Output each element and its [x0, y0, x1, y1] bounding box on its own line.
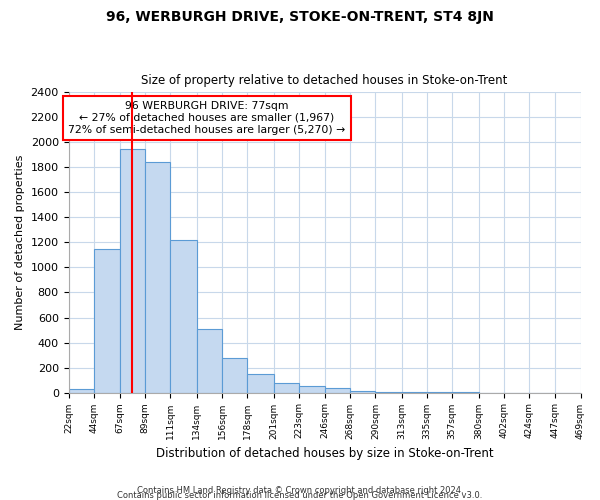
Bar: [274, 382, 299, 392]
Bar: [247, 374, 274, 392]
Bar: [145, 162, 170, 392]
Bar: [350, 390, 376, 392]
Bar: [120, 148, 145, 392]
Text: Contains HM Land Registry data © Crown copyright and database right 2024.: Contains HM Land Registry data © Crown c…: [137, 486, 463, 495]
Y-axis label: Number of detached properties: Number of detached properties: [15, 155, 25, 330]
Text: 96 WERBURGH DRIVE: 77sqm
← 27% of detached houses are smaller (1,967)
72% of sem: 96 WERBURGH DRIVE: 77sqm ← 27% of detach…: [68, 102, 346, 134]
Bar: [325, 388, 350, 392]
Bar: [170, 240, 197, 392]
Bar: [197, 329, 222, 392]
Bar: [68, 389, 94, 392]
Text: 96, WERBURGH DRIVE, STOKE-ON-TRENT, ST4 8JN: 96, WERBURGH DRIVE, STOKE-ON-TRENT, ST4 …: [106, 10, 494, 24]
Bar: [94, 248, 120, 392]
Bar: [222, 358, 247, 392]
Text: Contains public sector information licensed under the Open Government Licence v3: Contains public sector information licen…: [118, 491, 482, 500]
Bar: [299, 386, 325, 392]
Title: Size of property relative to detached houses in Stoke-on-Trent: Size of property relative to detached ho…: [142, 74, 508, 87]
X-axis label: Distribution of detached houses by size in Stoke-on-Trent: Distribution of detached houses by size …: [156, 447, 493, 460]
